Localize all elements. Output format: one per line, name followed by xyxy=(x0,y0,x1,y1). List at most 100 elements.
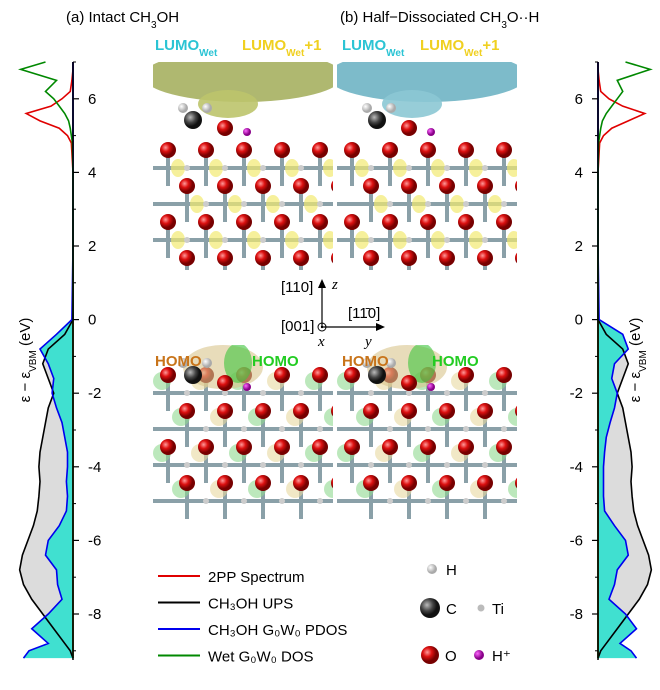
ti-atom xyxy=(577,498,583,504)
o-atom xyxy=(312,142,328,158)
orbital-lobe xyxy=(304,195,318,213)
atom-swatch xyxy=(420,598,440,618)
subscript: Wet xyxy=(199,48,218,59)
y-tick-label: -8 xyxy=(570,606,583,623)
ti-atom xyxy=(425,426,431,432)
h-atom xyxy=(202,103,212,113)
ti-atom xyxy=(279,426,285,432)
o-atom xyxy=(458,214,474,230)
y-tick-label: -4 xyxy=(88,459,101,476)
o-atom xyxy=(331,403,347,419)
axis-dir-label: [001] xyxy=(281,318,314,335)
o-atom xyxy=(312,439,328,455)
o-atom xyxy=(363,475,379,491)
o-atom xyxy=(420,214,436,230)
o-atom xyxy=(293,475,309,491)
structure-panel xyxy=(327,50,583,294)
o-atom xyxy=(363,178,379,194)
arrow-head xyxy=(376,323,385,331)
o-atom xyxy=(496,214,512,230)
ti-atom xyxy=(463,498,469,504)
o-atom xyxy=(534,367,550,383)
y-tick-label: 0 xyxy=(575,312,583,329)
o-atom xyxy=(179,403,195,419)
ti-atom xyxy=(184,237,190,243)
ti-atom xyxy=(222,462,228,468)
orbital-lobe xyxy=(171,231,185,249)
ti-atom xyxy=(387,426,393,432)
ti-atom xyxy=(184,390,190,396)
orbital-label: LUMOWet xyxy=(155,37,218,59)
o-atom xyxy=(553,178,569,194)
o-atom xyxy=(160,439,176,455)
axis-name: z xyxy=(331,277,338,293)
o-atom xyxy=(515,475,531,491)
axis-dir-label: [110] xyxy=(281,279,313,296)
ti-atom xyxy=(501,426,507,432)
orbital-lobe xyxy=(412,195,426,213)
panel-title: (b) Half−Dissociated CH3O··H xyxy=(340,9,539,31)
o-atom xyxy=(553,475,569,491)
orbital-lobe xyxy=(546,408,564,426)
o-atom xyxy=(293,178,309,194)
o-atom xyxy=(217,250,233,266)
ti-atom xyxy=(501,498,507,504)
o-atom xyxy=(255,178,271,194)
o-atom xyxy=(401,250,417,266)
o-atom xyxy=(363,403,379,419)
orbital-lobe xyxy=(393,231,407,249)
o-atom xyxy=(236,214,252,230)
ti-atom xyxy=(241,498,247,504)
y-axis-label: ε − εVBM (eV) xyxy=(627,318,649,403)
ti-atom xyxy=(482,165,488,171)
ti-atom xyxy=(298,390,304,396)
ti-atom xyxy=(558,390,564,396)
legend-label: 2PP Spectrum xyxy=(208,569,304,586)
orbital-lobe xyxy=(190,195,204,213)
legend-label: CH₃OH G₀W₀ PDOS xyxy=(208,622,347,639)
text-part: HOMO xyxy=(342,353,389,370)
orbital-lobe xyxy=(564,195,578,213)
text-part: HOMO xyxy=(155,353,202,370)
orbital-lobe xyxy=(469,231,483,249)
o-atom xyxy=(458,439,474,455)
ti-atom xyxy=(317,273,323,279)
o-atom xyxy=(236,142,252,158)
o-atom xyxy=(382,214,398,230)
text-part: ε − ε xyxy=(17,372,34,403)
ti-atom xyxy=(368,165,374,171)
ti-atom xyxy=(539,498,545,504)
orbital-lobe xyxy=(209,159,223,177)
o-atom xyxy=(293,250,309,266)
orbital-lobe xyxy=(209,231,223,249)
text-part: HOMO xyxy=(432,353,479,370)
text-part: LUMO xyxy=(242,37,286,54)
ti-atom xyxy=(393,273,399,279)
h-plus-atom xyxy=(427,128,435,136)
ti-atom xyxy=(444,165,450,171)
ti-atom xyxy=(406,237,412,243)
y-tick-label: 6 xyxy=(88,91,96,108)
subscript: Wet xyxy=(286,48,305,59)
ti-atom xyxy=(298,462,304,468)
orbital-label: HOMO xyxy=(155,353,202,370)
o-atom xyxy=(439,178,455,194)
orbital-lobe xyxy=(469,159,483,177)
ti-atom xyxy=(425,273,431,279)
ti-atom xyxy=(520,462,526,468)
c-atom xyxy=(184,111,202,129)
orbital-lobe xyxy=(285,231,299,249)
ti-atom xyxy=(558,165,564,171)
ti-atom xyxy=(425,201,431,207)
atom-label: O xyxy=(445,648,457,665)
ti-atom xyxy=(463,201,469,207)
y-tick-label: -8 xyxy=(88,606,101,623)
o-atom xyxy=(401,120,417,136)
orbital-lobe xyxy=(545,231,559,249)
ti-atom xyxy=(539,273,545,279)
ti-atom xyxy=(260,390,266,396)
orbital-label: LUMOWet+1 xyxy=(420,37,499,59)
y-axis-label: ε − εVBM (eV) xyxy=(17,318,39,403)
ti-atom xyxy=(241,426,247,432)
atom-label: Ti xyxy=(492,601,504,618)
